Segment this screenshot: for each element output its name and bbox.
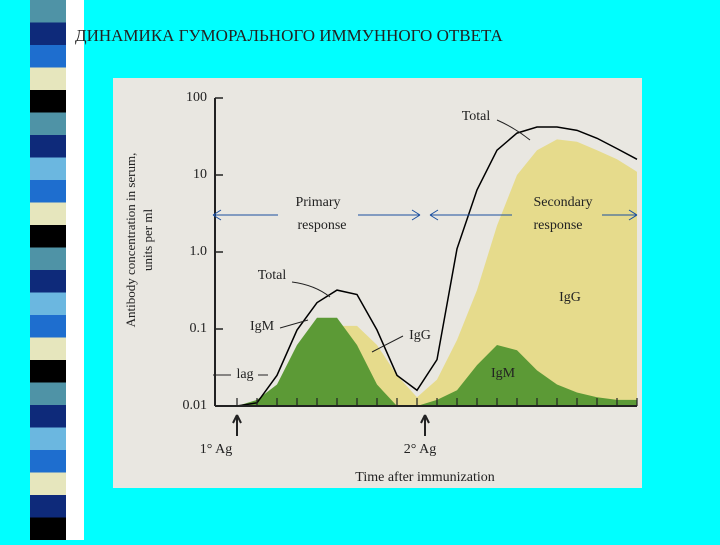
annotation: Total bbox=[258, 268, 287, 283]
stripe-block bbox=[30, 67, 66, 90]
stripe-block bbox=[30, 247, 66, 270]
stripe-block bbox=[30, 202, 66, 225]
stripe-block bbox=[30, 135, 66, 158]
stripe-block bbox=[30, 427, 66, 450]
y-axis-label: Antibody concentration in serum, bbox=[123, 153, 138, 328]
stripe-block bbox=[30, 405, 66, 428]
annotation: IgG bbox=[409, 328, 431, 343]
stripe-block bbox=[30, 22, 66, 45]
stripe-block bbox=[30, 157, 66, 180]
antigen-arrow bbox=[232, 414, 242, 436]
decorative-stripe bbox=[30, 0, 84, 540]
annotation-arrow bbox=[212, 209, 421, 221]
x-axis-label: Time after immunization bbox=[355, 470, 494, 485]
stripe-block bbox=[30, 472, 66, 495]
stripe-block bbox=[30, 180, 66, 203]
annotation-arrow bbox=[371, 335, 404, 353]
stripe-block bbox=[30, 225, 66, 248]
area bbox=[237, 317, 637, 406]
stripe-block bbox=[30, 292, 66, 315]
stripe-block bbox=[30, 270, 66, 293]
stripe-block bbox=[30, 0, 66, 23]
y-tick-label: 0.1 bbox=[190, 321, 208, 336]
stripe-block bbox=[30, 517, 66, 540]
annotation: lag bbox=[236, 367, 253, 382]
stripe-block bbox=[30, 495, 66, 518]
y-tick-label: 10 bbox=[193, 167, 207, 182]
stripe-edge bbox=[66, 0, 84, 540]
stripe-block bbox=[30, 45, 66, 68]
annotation: response bbox=[298, 218, 347, 233]
y-tick-label: 1.0 bbox=[190, 244, 208, 259]
series-label: IgM bbox=[491, 366, 516, 381]
stripe-block bbox=[30, 90, 66, 113]
annotation-arrow bbox=[496, 119, 531, 141]
stripe-block bbox=[30, 450, 66, 473]
antigen-arrow bbox=[420, 414, 430, 436]
annotation: Secondary bbox=[533, 195, 592, 210]
annotation: 2° Ag bbox=[404, 442, 436, 457]
annotation-arrow bbox=[279, 319, 309, 329]
stripe-block bbox=[30, 337, 66, 360]
annotation: response bbox=[534, 218, 583, 233]
stripe-block bbox=[30, 315, 66, 338]
stripe-block bbox=[30, 112, 66, 135]
y-axis-label: units per ml bbox=[140, 209, 155, 271]
slide-title: ДИНАМИКА ГУМОРАЛЬНОГО ИММУННОГО ОТВЕТА bbox=[75, 26, 504, 45]
series-label: IgG bbox=[559, 290, 581, 305]
plot: 100 10 1.0 0.1 0.01 IgG IgM Total bbox=[183, 90, 638, 413]
series-label: Total bbox=[462, 109, 491, 124]
annotation-arrow bbox=[291, 281, 331, 298]
annotation: Primary bbox=[295, 195, 340, 210]
y-tick-label: 100 bbox=[186, 90, 207, 105]
stripe-block bbox=[30, 382, 66, 405]
annotation: IgM bbox=[250, 319, 275, 334]
y-tick-label: 0.01 bbox=[183, 398, 208, 413]
stripe-block bbox=[30, 360, 66, 383]
annotation-arrow bbox=[429, 209, 638, 221]
annotation: 1° Ag bbox=[200, 442, 232, 457]
